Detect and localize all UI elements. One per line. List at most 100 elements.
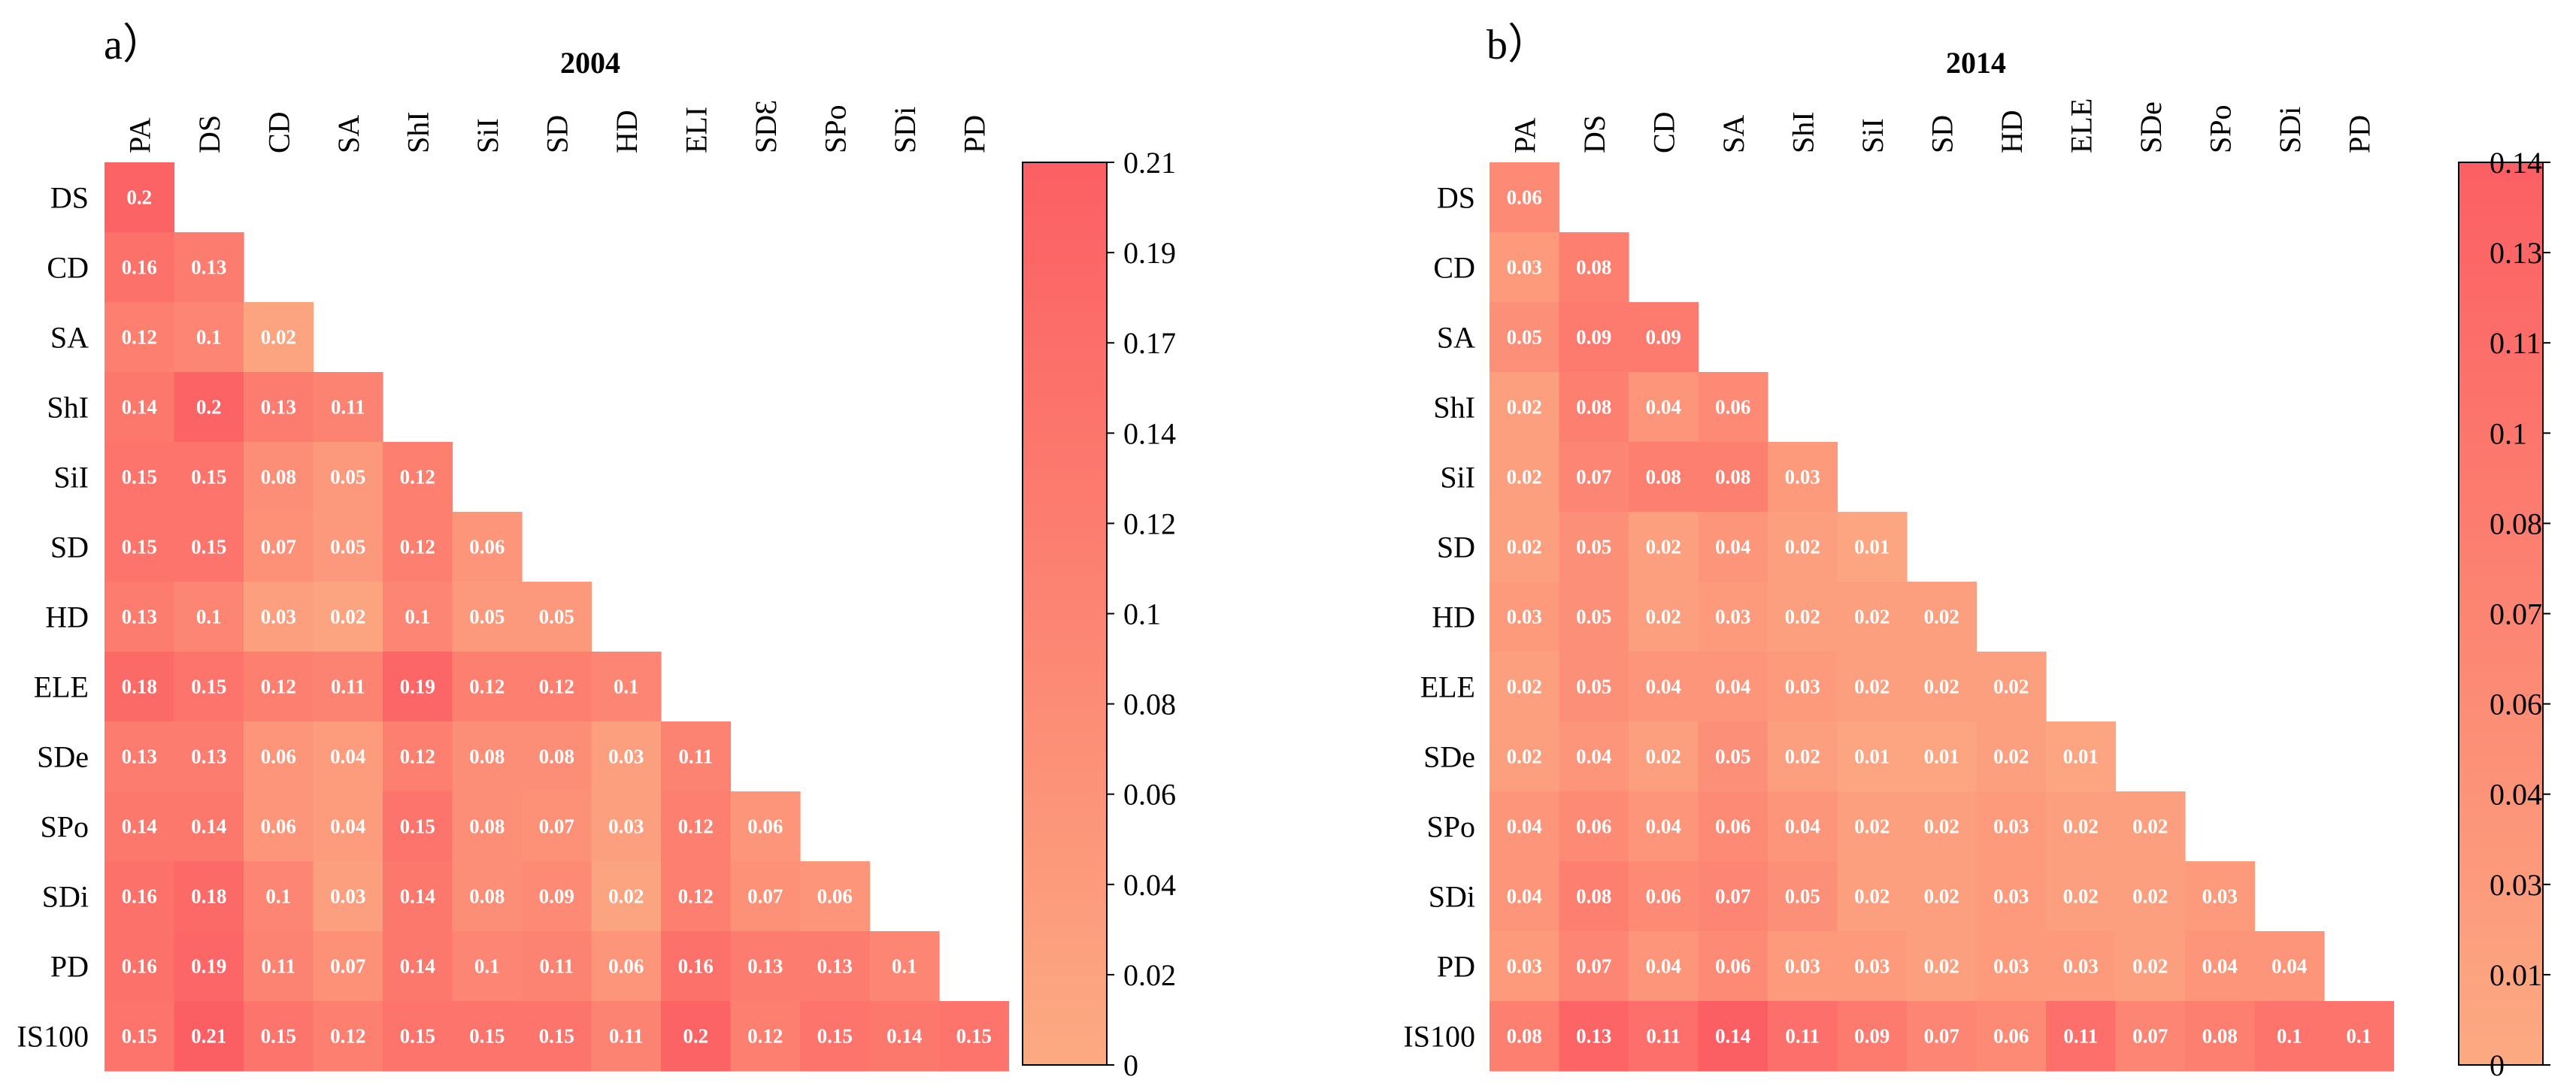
heatmap-cell [2115,1001,2186,1072]
cell-value-label: 0.06 [817,885,853,908]
heatmap-cell [452,791,523,862]
heatmap-cell [1490,721,1560,792]
heatmap-cell [1559,582,1629,652]
cell-value-label: 0.11 [2063,1025,2098,1048]
heatmap-cell [105,861,175,932]
cell-value-label: 0.03 [608,815,644,838]
cell-value-label: 0.03 [261,606,296,628]
heatmap-cell [383,861,453,932]
heatmap-cell [452,582,523,652]
row-label: ShI [47,391,89,425]
heatmap-cell [105,512,175,582]
heatmap-cell [1629,931,1699,1002]
heatmap-cell [244,302,314,373]
heatmap-cell [1559,372,1629,443]
heatmap-cell [105,232,175,303]
column-label: ELE [2064,98,2098,153]
heatmap-cell [1907,931,1977,1002]
heatmap-cell [522,861,592,932]
heatmap-cell [1837,512,1908,582]
heatmap-cell [591,791,662,862]
heatmap-cell [591,652,662,722]
cell-value-label: 0.06 [1646,885,1681,908]
cell-value-label: 0.02 [1785,746,1820,768]
heatmap-cell [591,1001,662,1072]
heatmap-cell [1907,652,1977,722]
cell-value-label: 0.02 [2063,885,2099,908]
cell-value-label: 0.03 [1507,955,1542,978]
heatmap-cell [244,512,314,582]
column-label: PA [1508,117,1541,153]
cell-value-label: 0.04 [1646,676,1681,698]
cell-value-label: 0.06 [1715,396,1750,419]
cell-value-label: 0.12 [400,536,435,558]
cell-value-label: 0.12 [469,676,505,698]
heatmap-cell [800,861,871,932]
heatmap-cell [522,791,592,862]
cell-value-label: 0.02 [1785,536,1820,558]
heatmap-cell [1768,1001,1838,1072]
colorbar-tick-label: 0.08 [2490,507,2542,540]
heatmap-cell [244,372,314,443]
row-label: ELE [34,670,89,704]
colorbar-tick-label: 0.13 [2490,236,2542,270]
heatmap-cell [869,931,940,1002]
heatmap-cell [1629,1001,1699,1072]
heatmap-cell [1837,931,1908,1002]
column-label: SA [1717,115,1750,153]
row-label: SD [1437,531,1475,564]
cell-value-label: 0.09 [1854,1025,1890,1048]
heatmap-cell [174,721,244,792]
heatmap-cell [105,302,175,373]
cell-value-label: 0.01 [2063,746,2099,768]
cell-value-label: 0.12 [400,746,435,768]
cell-value-label: 0.14 [1715,1025,1750,1048]
cell-value-label: 0.02 [1854,676,1890,698]
heatmap-cell [105,791,175,862]
heatmap-cell [1907,791,1977,862]
heatmap-cell [1768,791,1838,862]
colorbar-tick-label: 0.14 [2490,146,2542,180]
column-label: PA [123,117,156,153]
heatmap-cell [1559,652,1629,722]
cell-value-label: 0.03 [1854,955,1890,978]
cell-value-label: 0.08 [469,885,505,908]
heatmap-cell [1490,302,1560,373]
cell-value-label: 0.02 [1646,536,1681,558]
cell-value-label: 0.14 [400,955,435,978]
heatmap-cell [2185,1001,2256,1072]
heatmap-cell [2046,861,2117,932]
cell-value-label: 0.13 [122,606,157,628]
cell-value-label: 0.08 [1576,396,1611,419]
cell-value-label: 0.2 [683,1025,708,1048]
heatmap-cell [1698,861,1768,932]
row-label: SDe [1423,740,1475,774]
cell-value-label: 0.03 [1715,606,1750,628]
cell-value-label: 0.01 [1854,746,1890,768]
cell-value-label: 0.02 [1924,955,1959,978]
heatmap-cell [313,931,383,1002]
cell-value-label: 0.12 [678,885,714,908]
cell-value-label: 0.02 [330,606,365,628]
heatmap-cell [313,791,383,862]
cell-value-label: 0.04 [330,815,365,838]
cell-value-label: 0.11 [261,955,295,978]
heatmap-cell [452,512,523,582]
heatmap-cell [591,861,662,932]
column-label: SD [540,115,574,153]
cell-value-label: 0.11 [1785,1025,1820,1048]
heatmap-cell [1559,1001,1629,1072]
heatmap-cell [1698,372,1768,443]
cell-value-label: 0.05 [1576,606,1611,628]
heatmap-cell [174,791,244,862]
cell-value-label: 0.02 [1993,676,2029,698]
row-label: IS100 [17,1020,89,1054]
cell-value-label: 0.02 [1993,746,2029,768]
cell-value-label: 0.18 [191,885,226,908]
column-label: SDe [2134,101,2168,153]
colorbar-tick-label: 0 [1123,1048,1138,1082]
cell-value-label: 0.19 [191,955,226,978]
cell-value-label: 0.02 [1924,815,1959,838]
heatmap-cell [244,861,314,932]
chart-title: 2014 [1946,46,2006,80]
